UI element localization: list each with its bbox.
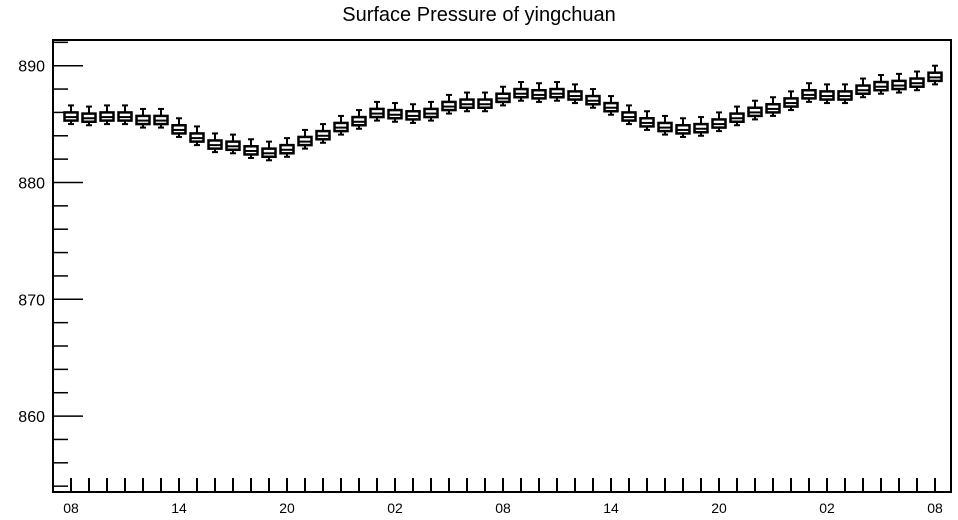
x-tick-label: 02 xyxy=(819,500,835,516)
x-tick-label: 20 xyxy=(711,500,727,516)
x-tick-label: 02 xyxy=(387,500,403,516)
plot-frame xyxy=(52,39,952,493)
y-tick-label: 880 xyxy=(18,175,45,192)
y-tick-label: 870 xyxy=(18,292,45,309)
y-tick-label: 860 xyxy=(18,409,45,426)
x-tick-label: 08 xyxy=(927,500,943,516)
x-tick-label: 14 xyxy=(171,500,187,516)
x-tick-label: 08 xyxy=(63,500,79,516)
chart-title: Surface Pressure of yingchuan xyxy=(342,4,616,26)
y-tick-label: 890 xyxy=(18,59,45,76)
x-tick-label: 14 xyxy=(603,500,619,516)
x-tick-label: 08 xyxy=(495,500,511,516)
x-tick-label: 20 xyxy=(279,500,295,516)
